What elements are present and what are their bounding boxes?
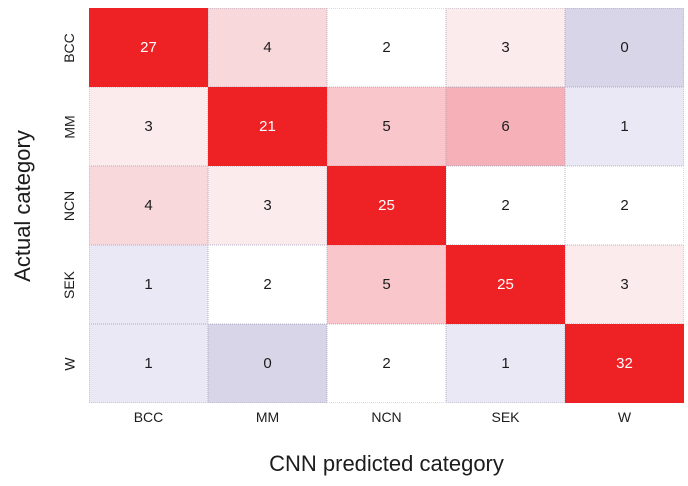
x-tick-BCC: BCC bbox=[133, 409, 164, 425]
y-tick-label: SEK bbox=[61, 270, 78, 299]
y-tick-BCC: BCC bbox=[54, 8, 84, 87]
heatmap-cell-BCC-W: 0 bbox=[565, 8, 684, 87]
heatmap-cell-NCN-MM: 3 bbox=[208, 166, 327, 245]
heatmap-cell-NCN-BCC: 4 bbox=[89, 166, 208, 245]
heatmap-cell-MM-MM: 21 bbox=[208, 87, 327, 166]
heatmap-cell-NCN-W: 2 bbox=[565, 166, 684, 245]
y-tick-label: BCC bbox=[61, 32, 78, 63]
y-tick-W: W bbox=[54, 324, 84, 403]
heatmap-cell-BCC-BCC: 27 bbox=[89, 8, 208, 87]
x-axis-tick-labels: BCC MM NCN SEK W bbox=[89, 403, 684, 431]
heatmap-cell-W-BCC: 1 bbox=[89, 324, 208, 403]
heatmap-cell-MM-NCN: 5 bbox=[327, 87, 446, 166]
heatmap-cell-SEK-W: 3 bbox=[565, 245, 684, 324]
heatmap-cell-NCN-SEK: 2 bbox=[446, 166, 565, 245]
x-tick-W: W bbox=[617, 409, 632, 425]
y-axis-title-text: Actual category bbox=[10, 129, 36, 282]
heatmap-cell-MM-W: 1 bbox=[565, 87, 684, 166]
x-axis-title: CNN predicted category bbox=[89, 451, 684, 477]
x-tick-SEK: SEK bbox=[491, 409, 520, 425]
confusion-matrix: 27 4 2 3 0 3 21 5 6 1 4 3 25 2 2 1 2 5 25 3 1 0 2 1 32 bbox=[89, 8, 684, 403]
heatmap-cell-NCN-NCN: 25 bbox=[327, 166, 446, 245]
x-tick-MM: MM bbox=[255, 409, 280, 425]
heatmap-cell-BCC-NCN: 2 bbox=[327, 8, 446, 87]
heatmap-cell-SEK-BCC: 1 bbox=[89, 245, 208, 324]
y-tick-NCN: NCN bbox=[54, 166, 84, 245]
heatmap-cell-W-NCN: 2 bbox=[327, 324, 446, 403]
heatmap-cell-MM-SEK: 6 bbox=[446, 87, 565, 166]
y-tick-SEK: SEK bbox=[54, 245, 84, 324]
y-axis-title: Actual category bbox=[0, 8, 46, 403]
y-tick-label: NCN bbox=[61, 190, 78, 221]
heatmap-cell-BCC-MM: 4 bbox=[208, 8, 327, 87]
y-axis-tick-labels: BCC MM NCN SEK W bbox=[54, 8, 82, 403]
heatmap-cell-W-W: 32 bbox=[565, 324, 684, 403]
heatmap-cell-SEK-MM: 2 bbox=[208, 245, 327, 324]
heatmap-cell-W-MM: 0 bbox=[208, 324, 327, 403]
heatmap-cell-SEK-NCN: 5 bbox=[327, 245, 446, 324]
y-tick-label: W bbox=[61, 356, 78, 371]
heatmap-cell-BCC-SEK: 3 bbox=[446, 8, 565, 87]
x-tick-NCN: NCN bbox=[371, 409, 402, 425]
heatmap-cell-MM-BCC: 3 bbox=[89, 87, 208, 166]
y-tick-MM: MM bbox=[54, 87, 84, 166]
y-tick-label: MM bbox=[61, 114, 78, 139]
heatmap-cell-SEK-SEK: 25 bbox=[446, 245, 565, 324]
heatmap-cell-W-SEK: 1 bbox=[446, 324, 565, 403]
x-axis-title-text: CNN predicted category bbox=[269, 451, 504, 476]
